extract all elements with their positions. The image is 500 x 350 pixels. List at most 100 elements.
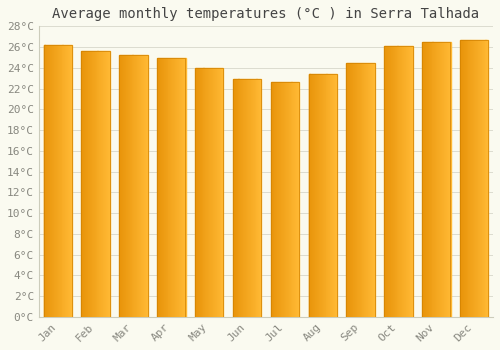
Bar: [84, 51, 85, 317]
Bar: [100, 51, 102, 317]
Bar: [252, 79, 254, 317]
Bar: [389, 46, 390, 317]
Bar: [170, 58, 172, 317]
Bar: [209, 68, 210, 317]
Bar: [354, 63, 355, 317]
Bar: [278, 82, 279, 317]
Bar: [406, 46, 407, 317]
Bar: [437, 42, 438, 317]
Bar: [404, 46, 405, 317]
Bar: [281, 82, 282, 317]
Bar: [56, 45, 57, 317]
Bar: [233, 79, 234, 317]
Bar: [409, 46, 410, 317]
Bar: [178, 58, 179, 317]
Bar: [353, 63, 354, 317]
Bar: [461, 40, 462, 317]
Bar: [126, 55, 127, 317]
Bar: [175, 58, 176, 317]
Bar: [134, 55, 136, 317]
Bar: [55, 45, 56, 317]
Bar: [396, 46, 398, 317]
Bar: [410, 46, 412, 317]
Bar: [69, 45, 70, 317]
Bar: [128, 55, 130, 317]
Bar: [109, 51, 110, 317]
Bar: [387, 46, 388, 317]
Bar: [123, 55, 124, 317]
Bar: [98, 51, 100, 317]
Bar: [274, 82, 276, 317]
Bar: [286, 82, 287, 317]
Bar: [44, 45, 72, 317]
Bar: [240, 79, 242, 317]
Bar: [335, 74, 336, 317]
Bar: [290, 82, 292, 317]
Bar: [46, 45, 48, 317]
Bar: [107, 51, 108, 317]
Bar: [285, 82, 286, 317]
Bar: [468, 40, 469, 317]
Bar: [486, 40, 488, 317]
Bar: [407, 46, 408, 317]
Bar: [392, 46, 393, 317]
Bar: [386, 46, 387, 317]
Bar: [106, 51, 107, 317]
Bar: [472, 40, 473, 317]
Bar: [233, 79, 261, 317]
Bar: [479, 40, 480, 317]
Bar: [292, 82, 294, 317]
Bar: [258, 79, 260, 317]
Bar: [247, 79, 248, 317]
Bar: [423, 42, 424, 317]
Bar: [368, 63, 369, 317]
Bar: [220, 68, 222, 317]
Bar: [49, 45, 50, 317]
Bar: [333, 74, 334, 317]
Bar: [172, 58, 173, 317]
Bar: [44, 45, 46, 317]
Bar: [434, 42, 436, 317]
Bar: [58, 45, 59, 317]
Bar: [470, 40, 472, 317]
Bar: [475, 40, 476, 317]
Bar: [121, 55, 122, 317]
Bar: [331, 74, 332, 317]
Bar: [481, 40, 482, 317]
Bar: [243, 79, 244, 317]
Bar: [464, 40, 466, 317]
Bar: [432, 42, 434, 317]
Bar: [82, 51, 110, 317]
Bar: [218, 68, 220, 317]
Bar: [480, 40, 481, 317]
Bar: [184, 58, 186, 317]
Bar: [462, 40, 463, 317]
Bar: [68, 45, 69, 317]
Bar: [270, 82, 272, 317]
Bar: [48, 45, 50, 317]
Bar: [308, 74, 337, 317]
Bar: [402, 46, 403, 317]
Bar: [384, 46, 385, 317]
Bar: [144, 55, 145, 317]
Bar: [212, 68, 213, 317]
Bar: [482, 40, 484, 317]
Bar: [276, 82, 278, 317]
Bar: [352, 63, 353, 317]
Bar: [398, 46, 400, 317]
Bar: [373, 63, 374, 317]
Bar: [405, 46, 406, 317]
Bar: [317, 74, 318, 317]
Bar: [362, 63, 364, 317]
Bar: [356, 63, 357, 317]
Bar: [430, 42, 432, 317]
Bar: [441, 42, 442, 317]
Bar: [251, 79, 252, 317]
Bar: [211, 68, 212, 317]
Bar: [206, 68, 208, 317]
Bar: [355, 63, 356, 317]
Bar: [476, 40, 477, 317]
Bar: [164, 58, 166, 317]
Bar: [195, 68, 196, 317]
Bar: [466, 40, 468, 317]
